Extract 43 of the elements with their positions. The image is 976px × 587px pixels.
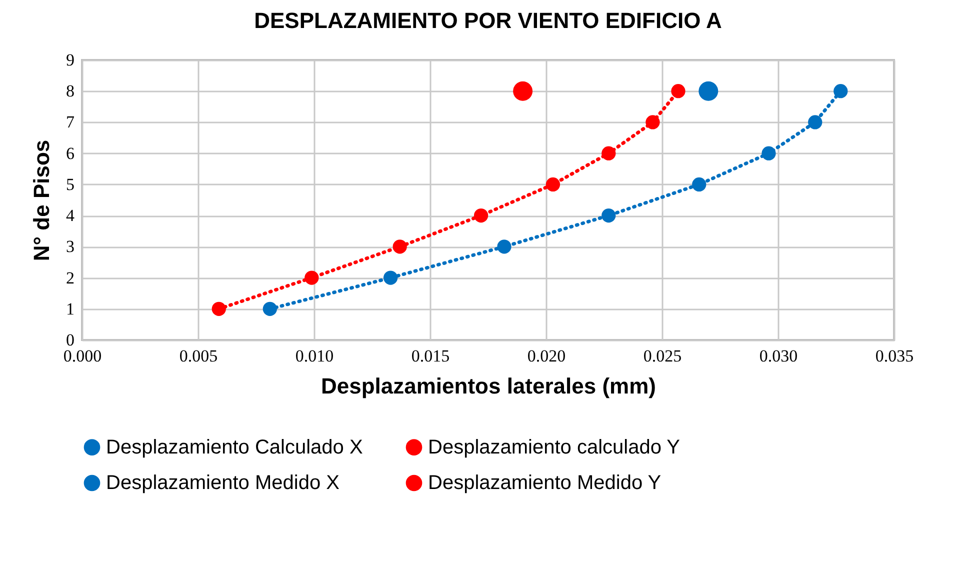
point [602, 146, 616, 160]
chart-title: DESPLAZAMIENTO POR VIENTO EDIFICIO A [254, 8, 722, 33]
legend-label: Desplazamiento Calculado X [106, 436, 363, 458]
point [646, 115, 660, 130]
x-tick-label: 0.005 [179, 346, 218, 366]
y-tick-label: 8 [66, 82, 74, 101]
x-tick-label: 0.020 [527, 346, 566, 366]
y-tick-label: 6 [66, 144, 74, 163]
y-tick-label: 3 [66, 237, 74, 256]
x-tick-label: 0.015 [411, 346, 450, 366]
point [808, 115, 822, 130]
point [513, 81, 533, 101]
point [262, 302, 277, 316]
point [546, 177, 560, 192]
x-axis-title: Desplazamientos laterales (mm) [320, 374, 656, 398]
legend-label: Desplazamiento Medido X [106, 472, 340, 494]
point [692, 177, 706, 192]
legend-label: Desplazamiento calculado Y [428, 436, 680, 458]
point [834, 84, 848, 98]
x-tick-label: 0.035 [875, 346, 914, 366]
point [304, 270, 319, 285]
point [497, 240, 512, 254]
y-tick-label: 5 [66, 174, 74, 194]
point [383, 270, 398, 285]
y-axis-title: N° de Pisos [29, 140, 54, 262]
x-tick-label: 0.030 [759, 346, 798, 366]
y-tick-label: 1 [66, 299, 74, 318]
y-tick-label: 0 [66, 330, 74, 350]
point [671, 84, 686, 98]
point [392, 240, 407, 254]
y-tick-label: 4 [66, 206, 75, 226]
y-tick-label: 9 [66, 50, 74, 70]
y-tick-label: 7 [66, 112, 75, 132]
x-tick-label: 0.000 [63, 346, 102, 366]
point [212, 302, 226, 316]
legend-label: Desplazamiento Medido Y [428, 472, 662, 494]
point [474, 208, 488, 223]
point [762, 146, 776, 160]
x-tick-label: 0.010 [295, 346, 334, 366]
point [698, 81, 718, 101]
x-tick-label: 0.025 [643, 346, 682, 366]
y-tick-label: 2 [66, 268, 74, 288]
point [602, 208, 616, 223]
